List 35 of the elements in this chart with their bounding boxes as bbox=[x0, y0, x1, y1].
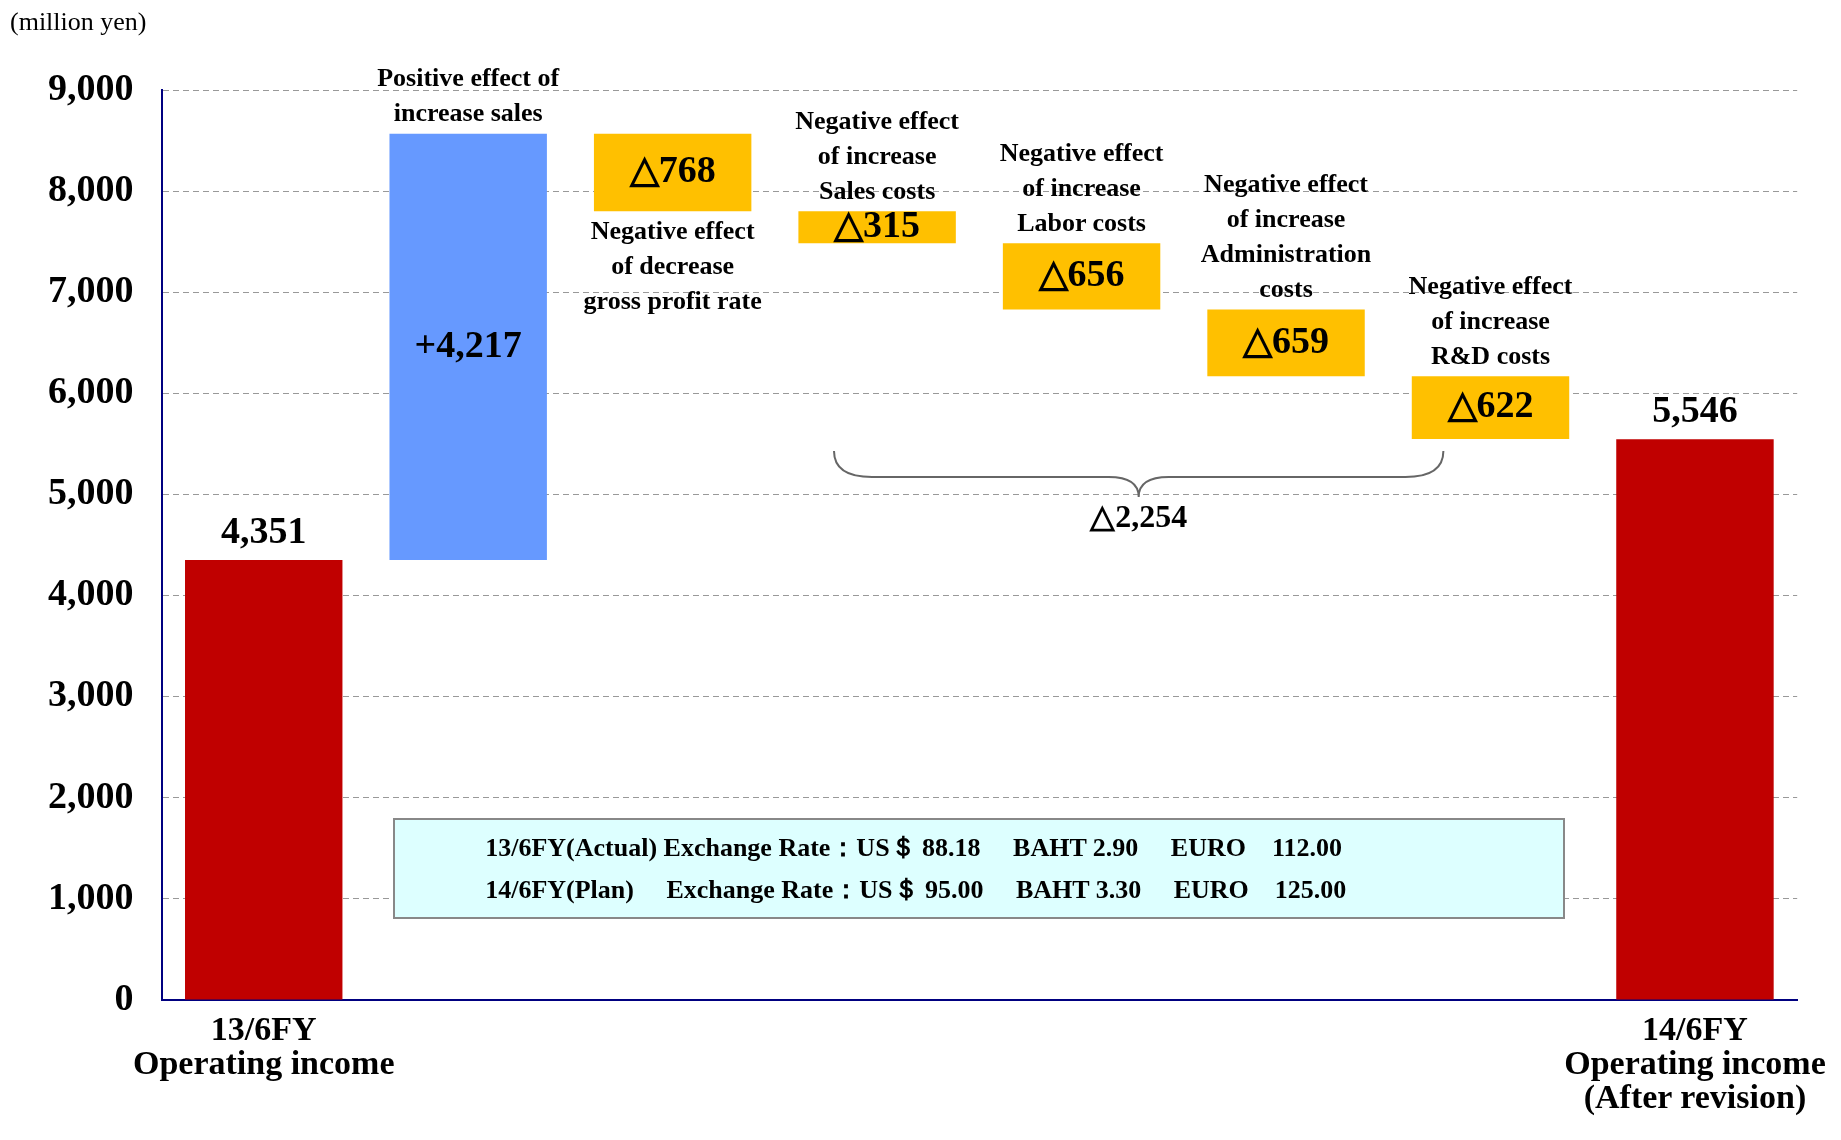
y-tick-label: 2,000 bbox=[48, 773, 134, 816]
data-label: 4,351 bbox=[220, 508, 307, 551]
bar bbox=[1616, 439, 1774, 1000]
annotation: 14/6FY(Plan) Exchange Rate：US＄ 95.00 BAHT 3.30 EURO 125.00 bbox=[485, 873, 1348, 906]
data-label: 5,546 bbox=[1652, 388, 1738, 431]
y-tick-label: 1,000 bbox=[48, 874, 134, 917]
data-label: △656 bbox=[1037, 252, 1125, 295]
data-label: △768 bbox=[628, 148, 716, 191]
annotation: △2,254 bbox=[1089, 498, 1188, 535]
x-tick-label: Negative effect of increase Sales costs bbox=[795, 106, 960, 206]
x-tick-label: Negative effect of increase R&D costs bbox=[1408, 270, 1573, 370]
annotation: 13/6FY(Actual) Exchange Rate：US＄ 88.18 BAHT 2.90 EURO 112.00 bbox=[485, 831, 1343, 864]
y-axis-title: (million yen) bbox=[10, 6, 147, 36]
x-tick-label: Negative effect of decrease gross profit rate bbox=[583, 216, 762, 316]
x-tick-label: Negative effect of increase Administration costs bbox=[1200, 169, 1372, 304]
data-label: △622 bbox=[1446, 383, 1534, 426]
y-tick-label: 0 bbox=[114, 975, 134, 1018]
exchange-rate-box: 13/6FY(Actual) Exchange Rate：US＄ 88.18 BAHT 2.90 EURO 112.00 14/6FY(Plan) Exchange Rate：US＄ 95.00 BAHT 3.30 EURO 125.00 bbox=[393, 818, 1566, 920]
y-tick-label: 8,000 bbox=[48, 166, 134, 209]
y-tick-label: 3,000 bbox=[48, 672, 134, 715]
data-label: △315 bbox=[833, 203, 921, 246]
y-tick-label: 9,000 bbox=[48, 65, 134, 108]
x-tick-label: 14/6FY Operating income (After revision) bbox=[1564, 1009, 1826, 1116]
x-tick-label: Negative effect of increase Labor costs bbox=[999, 137, 1164, 237]
data-label: △659 bbox=[1242, 318, 1330, 361]
y-tick-label: 6,000 bbox=[48, 369, 134, 412]
bar bbox=[593, 133, 752, 212]
x-tick-label: 13/6FY Operating income bbox=[132, 1009, 395, 1081]
bar bbox=[185, 560, 343, 1000]
bar bbox=[389, 133, 547, 561]
x-tick-label: Positive effect of increase sales bbox=[377, 63, 560, 128]
y-tick-label: 4,000 bbox=[48, 571, 134, 614]
y-tick-label: 7,000 bbox=[48, 268, 134, 311]
data-label: +4,217 bbox=[414, 322, 522, 365]
y-tick-label: 5,000 bbox=[48, 470, 134, 513]
